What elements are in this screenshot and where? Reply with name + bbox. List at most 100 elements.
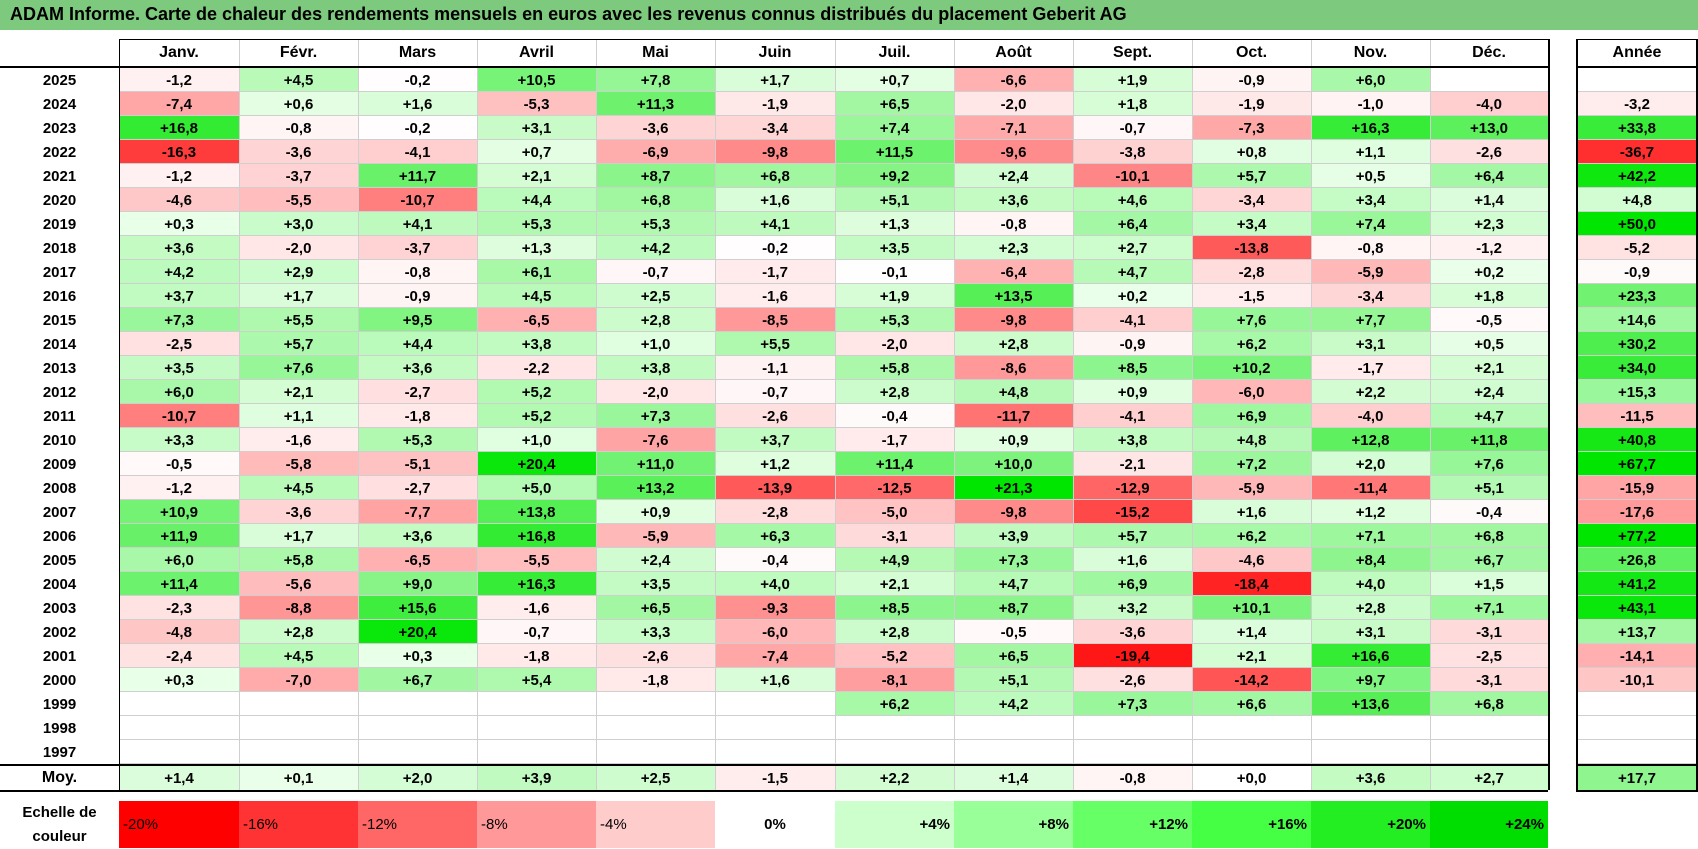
heatmap-cell [596, 740, 715, 764]
heatmap-cell: +10,9 [119, 500, 239, 524]
heatmap-cell: +5,5 [715, 332, 835, 356]
heatmap-cell: -14,2 [1192, 668, 1311, 692]
heatmap-cell: +4,9 [835, 548, 954, 572]
heatmap-cell: -2,3 [119, 596, 239, 620]
heatmap-cell: -1,6 [477, 596, 596, 620]
heatmap-cell [954, 716, 1073, 740]
heatmap-cell: +3,0 [239, 212, 358, 236]
year-label: 2005 [42, 551, 77, 569]
row-gridline [1576, 355, 1698, 356]
color-scale-swatch: -12% [358, 801, 477, 848]
month-header: Nov. [1353, 44, 1388, 61]
year-label: 2001 [42, 647, 77, 665]
row-gridline [119, 163, 1548, 164]
heatmap-cell: +7,3 [1073, 692, 1192, 716]
row-gridline [1576, 739, 1698, 740]
heatmap-cell: -5,5 [239, 188, 358, 212]
heatmap-cell: -7,7 [358, 500, 477, 524]
heatmap-cell: +0,8 [1192, 140, 1311, 164]
annual-cell: +30,2 [1576, 332, 1698, 356]
heatmap-cell: +2,5 [596, 284, 715, 308]
heatmap-cell: +4,5 [239, 644, 358, 668]
heatmap-cell: -4,0 [1430, 92, 1548, 116]
heatmap-cell: -7,6 [596, 428, 715, 452]
month-header: Déc. [1472, 44, 1506, 61]
year-label: 2019 [42, 215, 77, 233]
heatmap-cell: -2,0 [835, 332, 954, 356]
year-label: 1999 [42, 695, 77, 713]
color-scale-swatch: +16% [1192, 801, 1311, 848]
heatmap-cell [1430, 716, 1548, 740]
heatmap-cell: +6,7 [358, 668, 477, 692]
heatmap-cell: -0,7 [1073, 116, 1192, 140]
heatmap-cell [596, 716, 715, 740]
heatmap-cell: +6,5 [954, 644, 1073, 668]
heatmap-cell: +1,5 [1430, 572, 1548, 596]
heatmap-cell: +1,6 [358, 92, 477, 116]
heatmap-cell: -3,4 [715, 116, 835, 140]
heatmap-cell: -6,0 [1192, 380, 1311, 404]
row-gridline [119, 187, 1548, 188]
heatmap-cell: +2,8 [239, 620, 358, 644]
heatmap-cell [358, 692, 477, 716]
heatmap-cell: -2,6 [1073, 668, 1192, 692]
heatmap-cell: +6,4 [1430, 164, 1548, 188]
heatmap-cell: +4,0 [715, 572, 835, 596]
heatmap-cell: -2,7 [358, 476, 477, 500]
heatmap-cell: +1,9 [1073, 68, 1192, 92]
heatmap-cell: -0,2 [715, 236, 835, 260]
heatmap-cell: +5,2 [477, 404, 596, 428]
annual-cell: +15,3 [1576, 380, 1698, 404]
heatmap-cell: +6,0 [1311, 68, 1430, 92]
annual-cell: +43,1 [1576, 596, 1698, 620]
row-gridline [1576, 499, 1698, 500]
heatmap-cell: +1,4 [1430, 188, 1548, 212]
heatmap-cell: -0,2 [358, 116, 477, 140]
heatmap-cell: -5,5 [477, 548, 596, 572]
average-cell: +2,7 [1430, 766, 1548, 790]
col-gridline [1073, 40, 1074, 790]
heatmap-cell [1073, 716, 1192, 740]
heatmap-cell: +9,7 [1311, 668, 1430, 692]
heatmap-cell: -4,1 [1073, 404, 1192, 428]
color-scale-label-line: couleur [32, 827, 87, 845]
row-gridline [1576, 547, 1698, 548]
heatmap-cell: +1,7 [715, 68, 835, 92]
heatmap-cell: -2,8 [715, 500, 835, 524]
heatmap-cell: -1,8 [477, 644, 596, 668]
year-label: 2014 [42, 335, 77, 353]
row-gridline [119, 403, 1548, 404]
average-cell: -0,8 [1073, 766, 1192, 790]
heatmap-cell: +6,4 [1073, 212, 1192, 236]
average-annual-cell: +17,7 [1576, 766, 1698, 790]
heatmap-cell: +16,3 [1311, 116, 1430, 140]
heatmap-cell: +0,9 [954, 428, 1073, 452]
heatmap-cell: +4,8 [954, 380, 1073, 404]
annual-cell [1576, 692, 1698, 716]
heatmap-cell: +3,6 [119, 236, 239, 260]
heatmap-cell: -8,6 [954, 356, 1073, 380]
year-label: 2022 [42, 143, 77, 161]
heatmap-cell: +3,3 [119, 428, 239, 452]
heatmap-cell [239, 716, 358, 740]
heatmap-cell: +2,1 [239, 380, 358, 404]
heatmap-cell: -2,0 [239, 236, 358, 260]
heatmap-cell: -2,0 [596, 380, 715, 404]
heatmap-cell: -6,6 [954, 68, 1073, 92]
row-gridline [119, 115, 1548, 116]
heatmap-cell [954, 740, 1073, 764]
heatmap-cell: +3,9 [954, 524, 1073, 548]
row-gridline [119, 259, 1548, 260]
heatmap-cell: -11,4 [1311, 476, 1430, 500]
annual-cell: +13,7 [1576, 620, 1698, 644]
heatmap-cell: +3,4 [1311, 188, 1430, 212]
heatmap-cell: +2,4 [1430, 380, 1548, 404]
heatmap-cell: +5,1 [1430, 476, 1548, 500]
heatmap-cell: +8,4 [1311, 548, 1430, 572]
row-gridline [1576, 691, 1698, 692]
year-label: 2010 [42, 431, 77, 449]
heatmap-cell: +0,7 [835, 68, 954, 92]
average-cell: +0,0 [1192, 766, 1311, 790]
annual-cell: -0,9 [1576, 260, 1698, 284]
col-gridline [1192, 40, 1193, 790]
